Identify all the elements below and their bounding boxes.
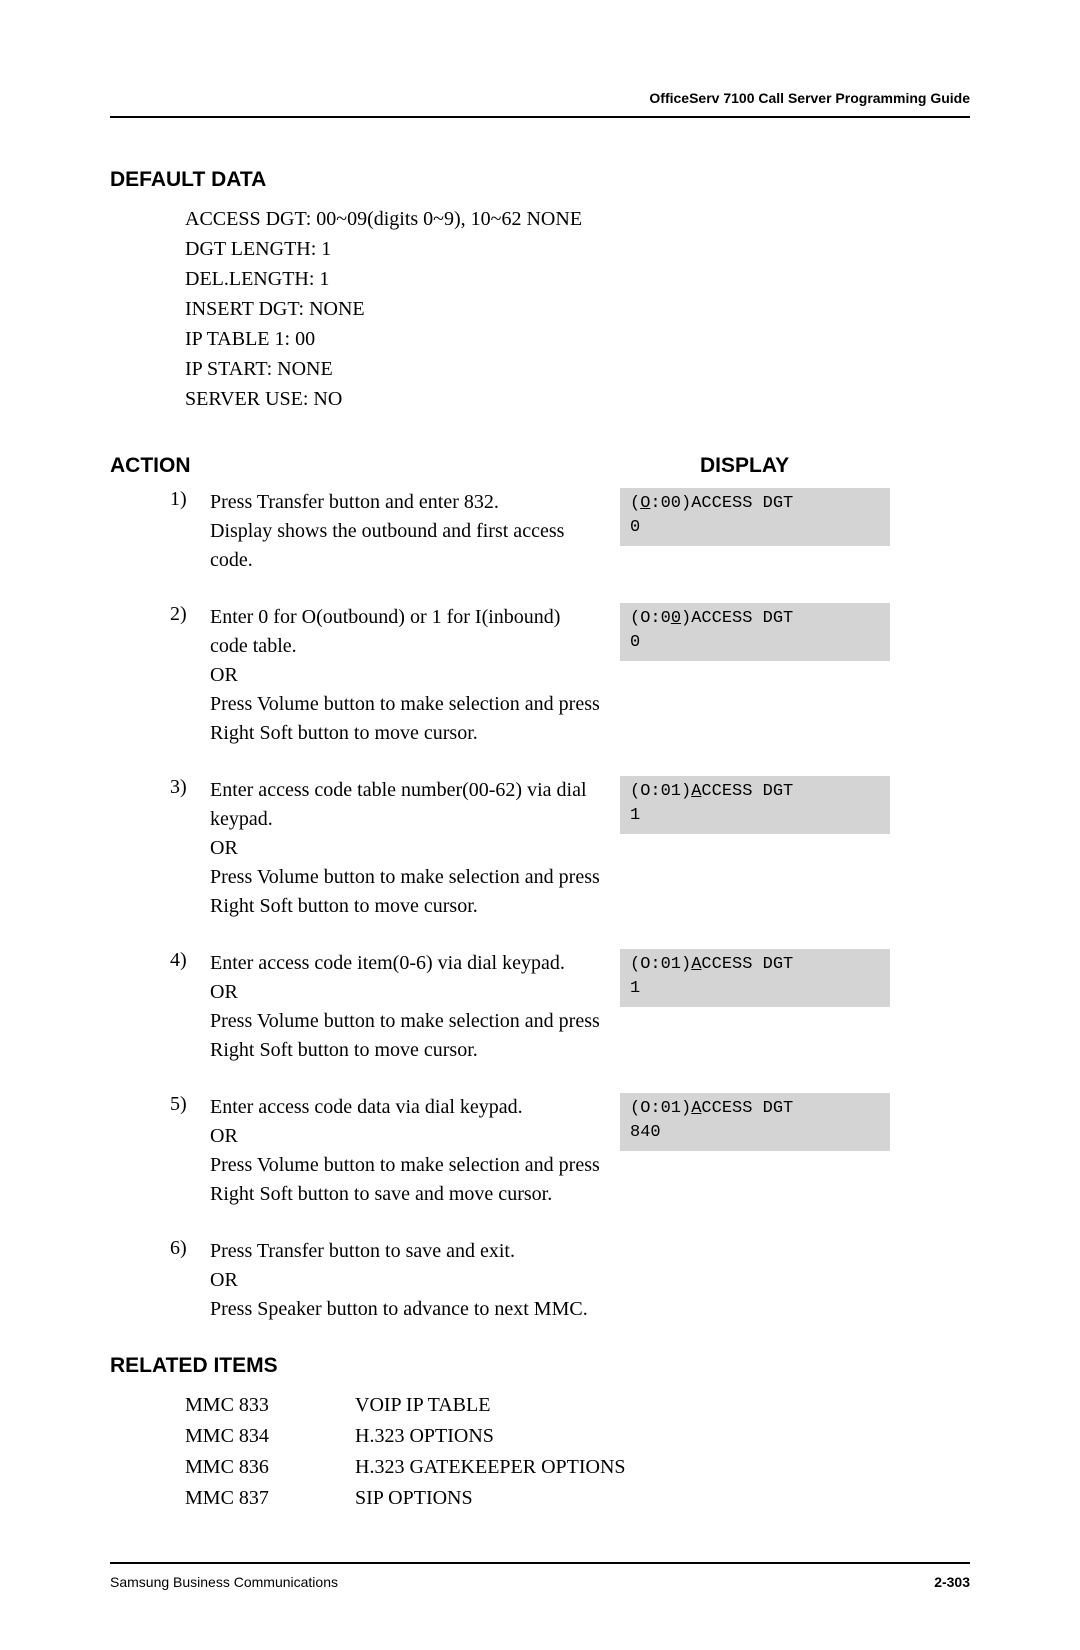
default-data-line: ACCESS DGT: 00~09(digits 0~9), 10~62 NON… (185, 204, 970, 234)
bottom-rule (110, 1562, 970, 1564)
page: OfficeServ 7100 Call Server Programming … (0, 0, 1080, 1650)
footer: Samsung Business Communications 2-303 (110, 1574, 970, 1590)
footer-left: Samsung Business Communications (110, 1574, 338, 1590)
display-box: (O:01)ACCESS DGT 1 (620, 949, 890, 1007)
related-items-heading: RELATED ITEMS (110, 1354, 970, 1378)
related-items-block: RELATED ITEMS MMC 833 VOIP IP TABLE MMC … (110, 1354, 970, 1514)
step-text: Press Transfer button and enter 832.Disp… (210, 488, 620, 575)
display-box: (O:00)ACCESS DGT 0 (620, 603, 890, 661)
step-number: 1) (170, 488, 210, 511)
related-desc: VOIP IP TABLE (355, 1390, 490, 1421)
display-box: (O:01)ACCESS DGT 840 (620, 1093, 890, 1151)
related-row: MMC 833 VOIP IP TABLE (185, 1390, 970, 1421)
footer-page-number: 2-303 (934, 1574, 970, 1590)
default-data-block: ACCESS DGT: 00~09(digits 0~9), 10~62 NON… (185, 204, 970, 414)
default-data-line: SERVER USE: NO (185, 384, 970, 414)
default-data-heading: DEFAULT DATA (110, 168, 970, 192)
step-number: 3) (170, 776, 210, 799)
step-row: 2) Enter 0 for O(outbound) or 1 for I(in… (170, 603, 970, 748)
display-heading: DISPLAY (700, 454, 970, 478)
default-data-line: INSERT DGT: NONE (185, 294, 970, 324)
step-row: 1) Press Transfer button and enter 832.D… (170, 488, 970, 575)
step-row: 5) Enter access code data via dial keypa… (170, 1093, 970, 1209)
default-data-line: IP TABLE 1: 00 (185, 324, 970, 354)
default-data-line: IP START: NONE (185, 354, 970, 384)
related-row: MMC 837 SIP OPTIONS (185, 1483, 970, 1514)
related-items-table: MMC 833 VOIP IP TABLE MMC 834 H.323 OPTI… (185, 1390, 970, 1514)
step-number: 4) (170, 949, 210, 972)
step-number: 6) (170, 1237, 210, 1260)
steps-list: 1) Press Transfer button and enter 832.D… (170, 488, 970, 1324)
related-code: MMC 836 (185, 1452, 355, 1483)
display-box: (O:00)ACCESS DGT 0 (620, 488, 890, 546)
related-desc: H.323 OPTIONS (355, 1421, 494, 1452)
related-desc: H.323 GATEKEEPER OPTIONS (355, 1452, 626, 1483)
action-heading: ACTION (110, 454, 191, 478)
related-row: MMC 836 H.323 GATEKEEPER OPTIONS (185, 1452, 970, 1483)
step-text: Enter access code item(0-6) via dial key… (210, 949, 620, 1065)
step-text: Press Transfer button to save and exit.O… (210, 1237, 620, 1324)
step-number: 2) (170, 603, 210, 626)
related-code: MMC 834 (185, 1421, 355, 1452)
step-text: Enter 0 for O(outbound) or 1 for I(inbou… (210, 603, 620, 748)
step-text: Enter access code data via dial keypad.O… (210, 1093, 620, 1209)
default-data-line: DEL.LENGTH: 1 (185, 264, 970, 294)
related-desc: SIP OPTIONS (355, 1483, 473, 1514)
step-row: 4) Enter access code item(0-6) via dial … (170, 949, 970, 1065)
step-row: 3) Enter access code table number(00-62)… (170, 776, 970, 921)
header-doc-title: OfficeServ 7100 Call Server Programming … (110, 90, 970, 106)
related-row: MMC 834 H.323 OPTIONS (185, 1421, 970, 1452)
display-box: (O:01)ACCESS DGT 1 (620, 776, 890, 834)
step-number: 5) (170, 1093, 210, 1116)
step-row: 6) Press Transfer button to save and exi… (170, 1237, 970, 1324)
related-code: MMC 837 (185, 1483, 355, 1514)
default-data-line: DGT LENGTH: 1 (185, 234, 970, 264)
step-text: Enter access code table number(00-62) vi… (210, 776, 620, 921)
top-rule (110, 116, 970, 118)
action-display-headings: ACTION DISPLAY (110, 454, 970, 478)
related-code: MMC 833 (185, 1390, 355, 1421)
